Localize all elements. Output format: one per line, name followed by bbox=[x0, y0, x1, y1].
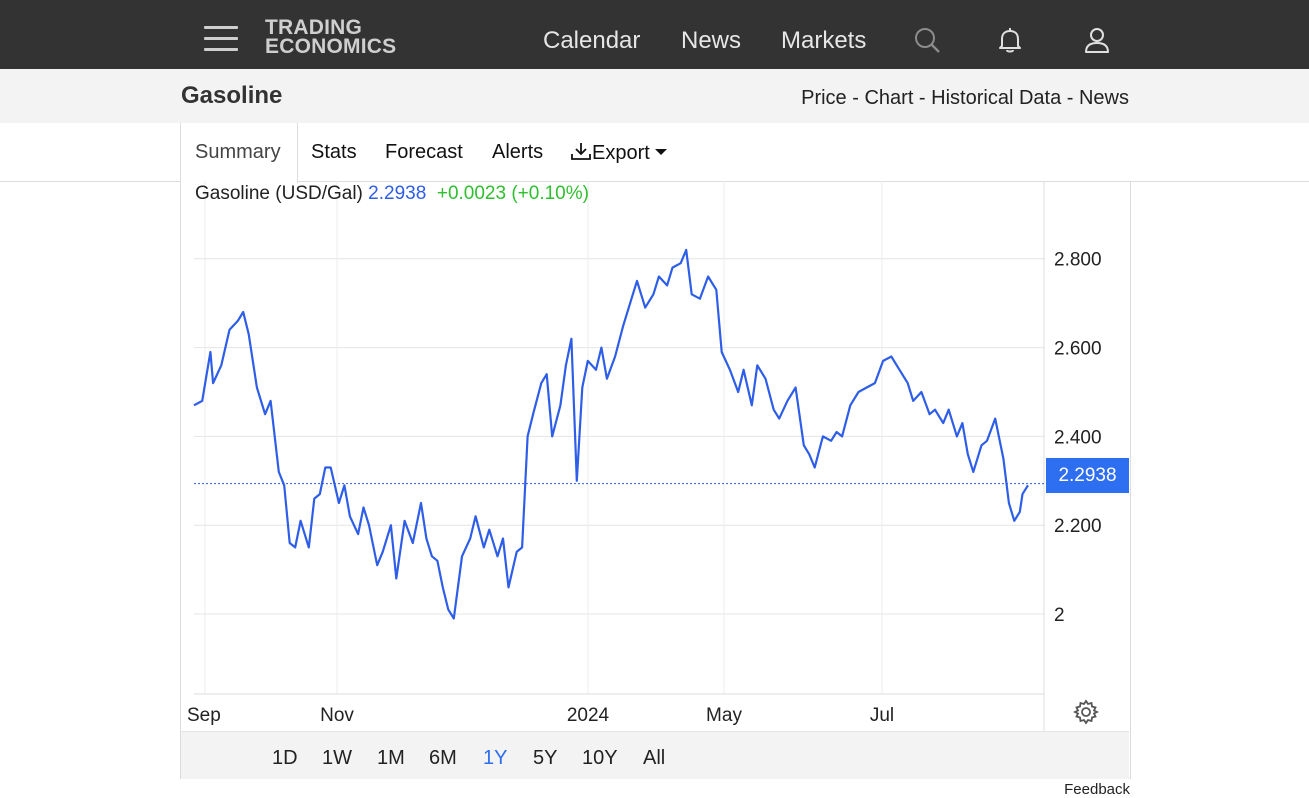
gear-icon[interactable] bbox=[1072, 699, 1100, 725]
top-navbar bbox=[0, 0, 1309, 69]
title-bar bbox=[0, 69, 1309, 123]
chart-link[interactable]: Chart bbox=[864, 87, 914, 109]
range-all[interactable]: All bbox=[643, 747, 666, 769]
range-1w[interactable]: 1W bbox=[322, 747, 352, 769]
nav-markets-link[interactable]: Markets bbox=[781, 27, 867, 54]
range-bar bbox=[181, 731, 1129, 779]
price-change: +0.0023 (+0.10%) bbox=[436, 183, 589, 204]
separator: - bbox=[913, 87, 932, 109]
range-1d[interactable]: 1D bbox=[272, 747, 298, 769]
series-line-gasoline bbox=[193, 248, 1029, 620]
bell-icon[interactable] bbox=[996, 26, 1024, 54]
last-price: 2.2938 bbox=[368, 183, 427, 204]
tab-summary[interactable]: Summary bbox=[195, 141, 281, 163]
y-tick-label: 2.600 bbox=[1054, 339, 1102, 360]
section-links: Price - Chart - Historical Data - News bbox=[801, 87, 1129, 110]
x-tick-label: 2024 bbox=[567, 705, 610, 726]
download-icon bbox=[571, 143, 591, 160]
price-chart[interactable]: 2 2.200 2.400 2.600 2.800 Sep Nov 2024 May Jul bbox=[180, 181, 1129, 731]
feedback-link[interactable]: Feedback bbox=[1064, 781, 1130, 798]
caret-down-icon bbox=[654, 149, 667, 155]
nav-calendar-link[interactable]: Calendar bbox=[543, 27, 641, 54]
range-1m[interactable]: 1M bbox=[377, 747, 405, 769]
y-tick-label: 2.800 bbox=[1054, 250, 1102, 271]
separator: - bbox=[1061, 87, 1079, 109]
price-link[interactable]: Price bbox=[801, 87, 847, 109]
tab-stats[interactable]: Stats bbox=[311, 141, 357, 163]
x-tick-label: Jul bbox=[870, 705, 894, 726]
last-price-badge: 2.2938 bbox=[1046, 458, 1129, 493]
export-label: Export bbox=[592, 142, 650, 164]
y-tick-label: 2 bbox=[1054, 605, 1065, 626]
tab-active-indicator bbox=[180, 123, 298, 183]
x-tick-label: Nov bbox=[320, 705, 354, 726]
hamburger-menu-icon[interactable] bbox=[204, 26, 238, 52]
logo-line2: ECONOMICS bbox=[265, 35, 397, 58]
y-tick-label: 2.200 bbox=[1054, 516, 1102, 537]
news-link[interactable]: News bbox=[1078, 87, 1129, 109]
page-title: Gasoline bbox=[181, 82, 283, 109]
x-tick-label: May bbox=[706, 705, 742, 726]
range-5y[interactable]: 5Y bbox=[533, 747, 558, 769]
x-tick-label: Sep bbox=[187, 705, 221, 726]
range-6m[interactable]: 6M bbox=[429, 747, 457, 769]
separator: - bbox=[846, 87, 865, 109]
user-icon[interactable] bbox=[1083, 26, 1111, 54]
instrument-name: Gasoline (USD/Gal) bbox=[195, 183, 363, 204]
historical-data-link[interactable]: Historical Data bbox=[931, 87, 1062, 109]
export-dropdown[interactable]: Export bbox=[570, 141, 668, 165]
range-1y[interactable]: 1Y bbox=[483, 747, 508, 769]
logo-line1: TRADING bbox=[265, 16, 363, 39]
range-10y[interactable]: 10Y bbox=[582, 747, 618, 769]
quote-header: Gasoline (USD/Gal) 2.2938 +0.0023 (+0.10… bbox=[195, 183, 589, 205]
y-tick-label: 2.400 bbox=[1054, 427, 1102, 448]
tab-forecast[interactable]: Forecast bbox=[385, 141, 463, 163]
nav-news-link[interactable]: News bbox=[681, 27, 742, 54]
tab-alerts[interactable]: Alerts bbox=[492, 141, 544, 163]
search-icon[interactable] bbox=[913, 26, 941, 54]
site-logo[interactable]: TRADING ECONOMICS bbox=[265, 16, 397, 58]
